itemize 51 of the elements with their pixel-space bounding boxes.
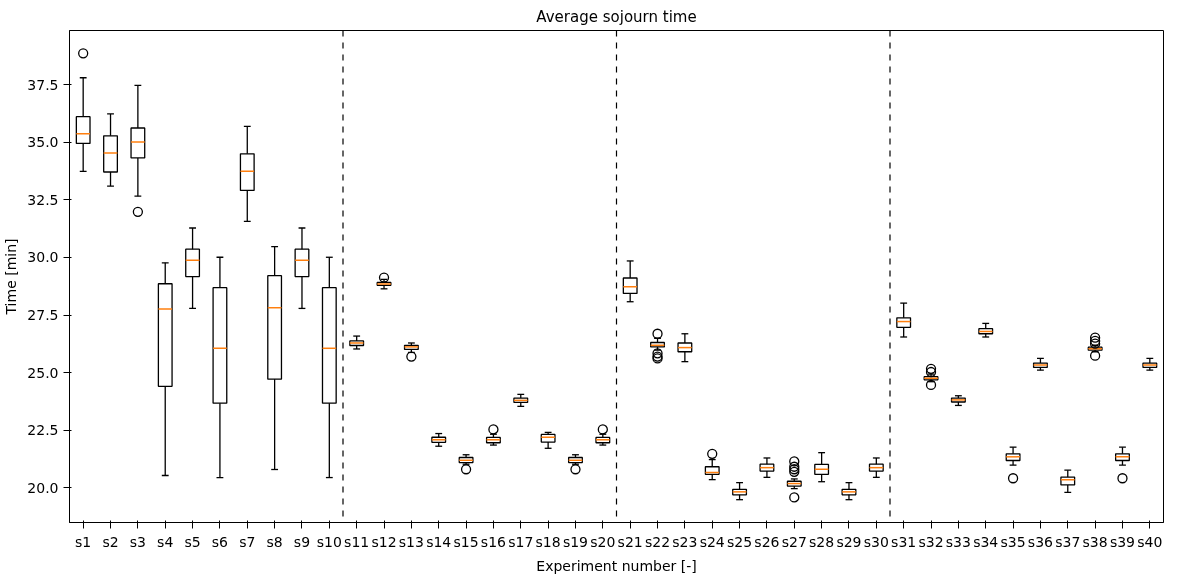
x-tick-label: s3: [129, 533, 146, 550]
x-tick-label: s35: [1000, 533, 1026, 550]
x-tick-label: s18: [535, 533, 561, 550]
x-tick-label: s9: [293, 533, 311, 550]
chart-title: Average sojourn time: [536, 7, 697, 26]
x-tick-label: s19: [562, 533, 589, 550]
y-tick-label: 20.0: [27, 479, 59, 496]
x-tick-label: s34: [973, 533, 999, 550]
x-tick-label: s29: [836, 533, 862, 550]
x-tick-label: s28: [809, 533, 835, 550]
x-tick-label: s31: [891, 533, 917, 550]
x-tick-label: s2: [102, 533, 119, 550]
x-tick-label: s12: [371, 533, 397, 550]
y-tick-label: 27.5: [27, 307, 59, 324]
x-tick-label: s5: [184, 533, 201, 550]
x-tick-label: s40: [1137, 533, 1163, 550]
x-tick-label: s8: [266, 533, 283, 550]
y-tick-label: 35.0: [27, 134, 59, 151]
x-tick-label: s27: [781, 533, 807, 550]
x-tick-label: s10: [316, 533, 342, 550]
x-tick-label: s14: [426, 533, 452, 550]
x-tick-label: s36: [1027, 533, 1054, 550]
x-tick-label: s38: [1082, 533, 1108, 550]
x-tick-label: s17: [508, 533, 534, 550]
x-tick-label: s22: [644, 533, 671, 550]
y-tick-label: 37.5: [27, 76, 59, 93]
y-tick-label: 25.0: [27, 364, 59, 381]
x-tick-label: s4: [157, 533, 174, 550]
x-tick-label: s23: [672, 533, 698, 550]
x-tick-label: s16: [480, 533, 507, 550]
x-tick-label: s24: [699, 533, 725, 550]
x-tick-label: s20: [590, 533, 616, 550]
x-tick-label: s39: [1109, 533, 1136, 550]
x-tick-label: s13: [398, 533, 424, 550]
y-tick-label: 22.5: [27, 422, 59, 439]
x-tick-label: s7: [239, 533, 256, 550]
y-tick-label: 32.5: [27, 191, 59, 208]
x-tick-label: s25: [727, 533, 753, 550]
y-tick-label: 30.0: [27, 249, 59, 266]
x-tick-label: s21: [617, 533, 643, 550]
x-tick-label: s11: [344, 533, 370, 550]
x-tick-label: s15: [453, 533, 479, 550]
y-axis-title: Time [min]: [3, 238, 20, 316]
x-tick-label: s32: [918, 533, 944, 550]
x-tick-label: s6: [211, 533, 229, 550]
x-tick-label: s26: [754, 533, 780, 550]
x-axis-title: Experiment number [-]: [536, 557, 697, 574]
x-tick-label: s33: [945, 533, 971, 550]
x-tick-label: s30: [863, 533, 889, 550]
x-tick-label: s37: [1055, 533, 1081, 550]
x-tick-label: s1: [75, 533, 92, 550]
